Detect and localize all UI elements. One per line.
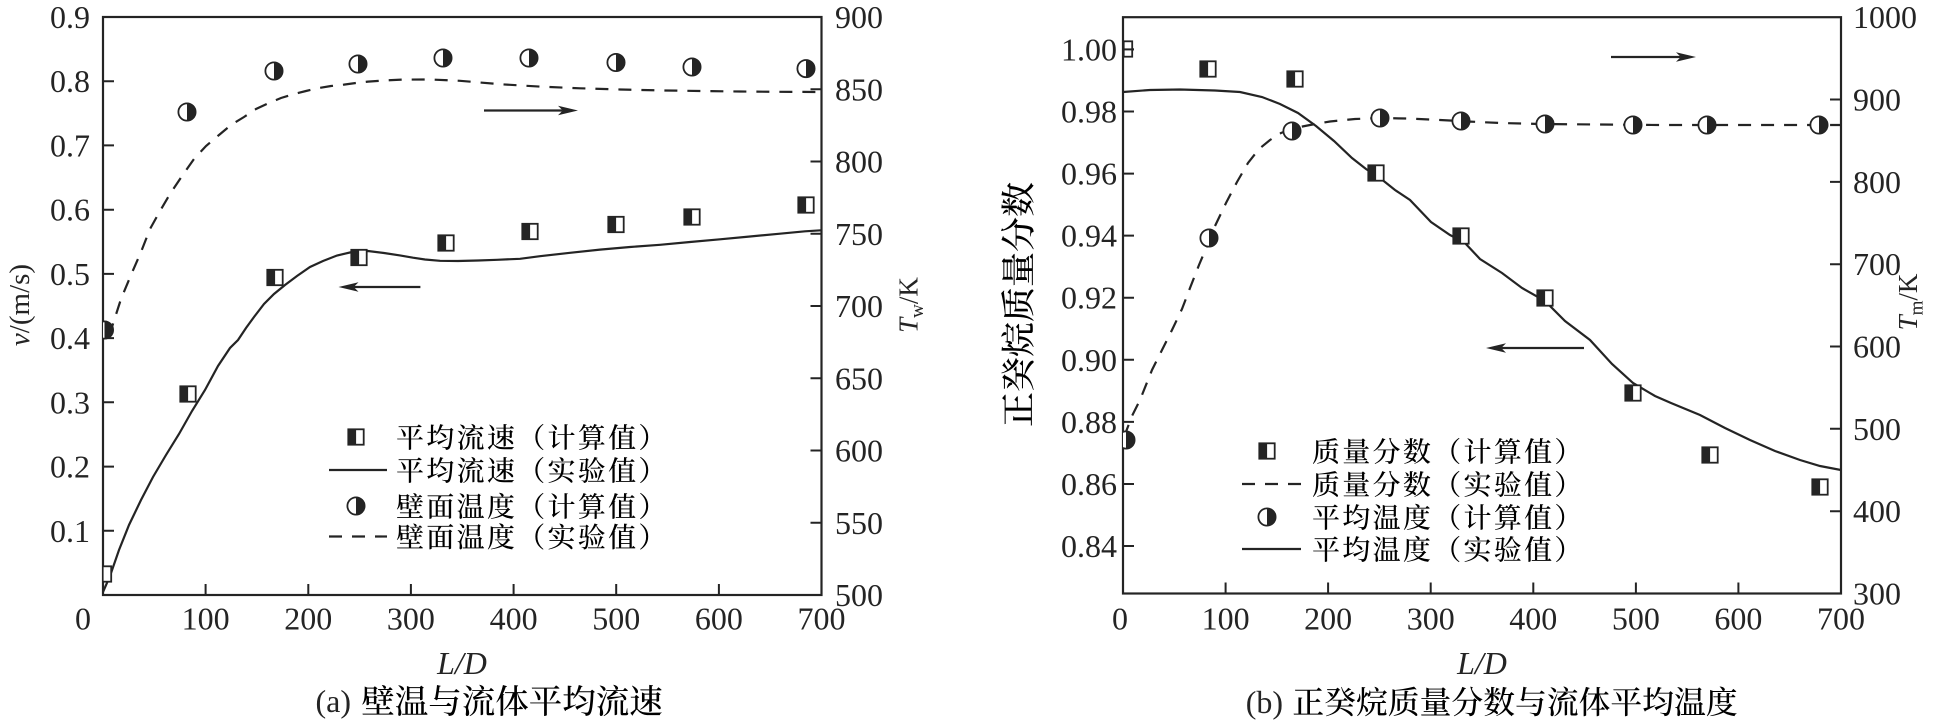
svg-text:700: 700 xyxy=(835,288,883,324)
svg-text:0.4: 0.4 xyxy=(50,320,90,356)
svg-text:600: 600 xyxy=(835,433,883,469)
svg-text:600: 600 xyxy=(695,601,743,637)
svg-text:400: 400 xyxy=(1853,493,1901,529)
svg-text:0.8: 0.8 xyxy=(50,63,90,99)
svg-text:0.98: 0.98 xyxy=(1061,93,1117,129)
svg-text:0.6: 0.6 xyxy=(50,192,90,228)
svg-text:600: 600 xyxy=(1714,601,1762,637)
svg-text:1.00: 1.00 xyxy=(1061,31,1117,67)
svg-text:300: 300 xyxy=(387,601,435,637)
svg-text:L/D: L/D xyxy=(436,645,487,681)
svg-text:Tw/K: Tw/K xyxy=(894,277,929,333)
svg-text:300: 300 xyxy=(1853,576,1901,612)
svg-text:200: 200 xyxy=(1304,601,1352,637)
svg-text:500: 500 xyxy=(835,577,883,613)
svg-text:900: 900 xyxy=(835,0,883,35)
svg-text:400: 400 xyxy=(490,601,538,637)
svg-text:800: 800 xyxy=(1853,164,1901,200)
svg-text:0.86: 0.86 xyxy=(1061,466,1117,502)
svg-text:900: 900 xyxy=(1853,82,1901,118)
svg-text:100: 100 xyxy=(1202,601,1250,637)
svg-text:0.9: 0.9 xyxy=(50,0,90,35)
svg-text:0.88: 0.88 xyxy=(1061,404,1117,440)
svg-text:0: 0 xyxy=(75,601,91,637)
svg-text:0.84: 0.84 xyxy=(1061,528,1117,564)
svg-text:200: 200 xyxy=(284,601,332,637)
svg-text:700: 700 xyxy=(1853,246,1901,282)
svg-text:(b): (b) xyxy=(1246,684,1283,720)
svg-text:300: 300 xyxy=(1407,601,1455,637)
svg-text:1000: 1000 xyxy=(1853,0,1917,35)
svg-text:500: 500 xyxy=(1853,411,1901,447)
svg-text:100: 100 xyxy=(182,601,230,637)
svg-text:500: 500 xyxy=(1612,601,1660,637)
svg-text:500: 500 xyxy=(592,601,640,637)
svg-text:700: 700 xyxy=(798,601,846,637)
svg-text:L/D: L/D xyxy=(1456,645,1507,681)
svg-text:0.3: 0.3 xyxy=(50,384,90,420)
svg-text:0.5: 0.5 xyxy=(50,256,90,292)
svg-text:850: 850 xyxy=(835,71,883,107)
svg-text:400: 400 xyxy=(1509,601,1557,637)
svg-text:0.90: 0.90 xyxy=(1061,342,1117,378)
svg-text:(a): (a) xyxy=(315,683,351,719)
svg-text:800: 800 xyxy=(835,144,883,180)
svg-text:0.94: 0.94 xyxy=(1061,218,1117,254)
svg-text:650: 650 xyxy=(835,360,883,396)
svg-text:0.7: 0.7 xyxy=(50,127,90,163)
svg-text:0: 0 xyxy=(1112,601,1128,637)
svg-text:550: 550 xyxy=(835,505,883,541)
svg-text:0.96: 0.96 xyxy=(1061,156,1117,192)
svg-text:600: 600 xyxy=(1853,329,1901,365)
svg-text:Tm/K: Tm/K xyxy=(1893,273,1928,330)
svg-text:750: 750 xyxy=(835,216,883,252)
svg-text:0.1: 0.1 xyxy=(50,513,90,549)
svg-text:v/(m/s): v/(m/s) xyxy=(4,264,36,346)
svg-text:0.92: 0.92 xyxy=(1061,280,1117,316)
svg-text:700: 700 xyxy=(1817,601,1865,637)
svg-text:0.2: 0.2 xyxy=(50,449,90,485)
